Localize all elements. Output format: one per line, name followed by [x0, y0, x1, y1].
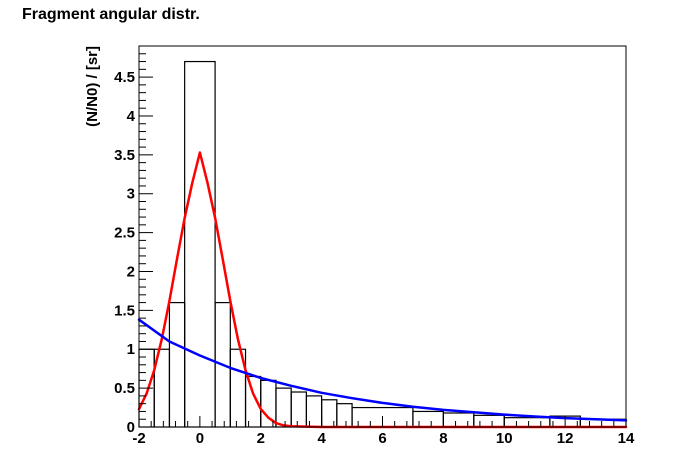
histogram-bin-16	[473, 414, 505, 428]
histogram-bin-11	[321, 399, 338, 428]
curves-layer	[137, 151, 628, 429]
x-tick-label-0: -2	[132, 430, 145, 447]
x-tick-label-3: 4	[317, 430, 326, 447]
y-tick-label-6: 3	[127, 186, 135, 203]
histogram-bin-2	[168, 301, 186, 428]
y-tick-label-5: 2.5	[114, 225, 135, 242]
fit-curve-1	[137, 318, 628, 422]
y-tick-label-0: 0	[127, 419, 135, 436]
histogram-bin-10	[305, 395, 323, 428]
y-tick-label-8: 4	[127, 108, 136, 125]
x-tick-label-1: 0	[196, 430, 204, 447]
y-tick-label-7: 3.5	[114, 147, 135, 164]
histogram-bin-14	[412, 410, 444, 428]
x-tick-label-7: 12	[557, 430, 574, 447]
x-tick-label-5: 8	[439, 430, 447, 447]
histogram-bin-12	[336, 403, 353, 428]
histogram-bin-9	[290, 391, 308, 428]
fit-curve-0	[137, 151, 628, 429]
histogram-bin-3	[184, 60, 216, 428]
y-tick-label-1: 0.5	[114, 380, 135, 397]
y-tick-label-2: 1	[127, 341, 135, 358]
histogram-bin-17	[503, 417, 551, 428]
plot-frame	[138, 45, 627, 428]
histogram-bin-15	[442, 412, 475, 428]
histogram-bin-8	[275, 387, 292, 428]
chart-title: Fragment angular distr.	[22, 6, 200, 23]
x-tick-label-8: 14	[618, 430, 635, 447]
x-tick-label-2: 2	[257, 430, 265, 447]
x-tick-label-4: 6	[378, 430, 386, 447]
histogram-layer	[138, 60, 627, 428]
y-axis-label: (N/N0) / [sr]	[84, 46, 101, 127]
x-tick-label-6: 10	[496, 430, 513, 447]
y-tick-label-3: 1.5	[114, 302, 135, 319]
y-tick-label-9: 4.5	[114, 69, 135, 86]
y-tick-label-4: 2	[127, 263, 135, 280]
